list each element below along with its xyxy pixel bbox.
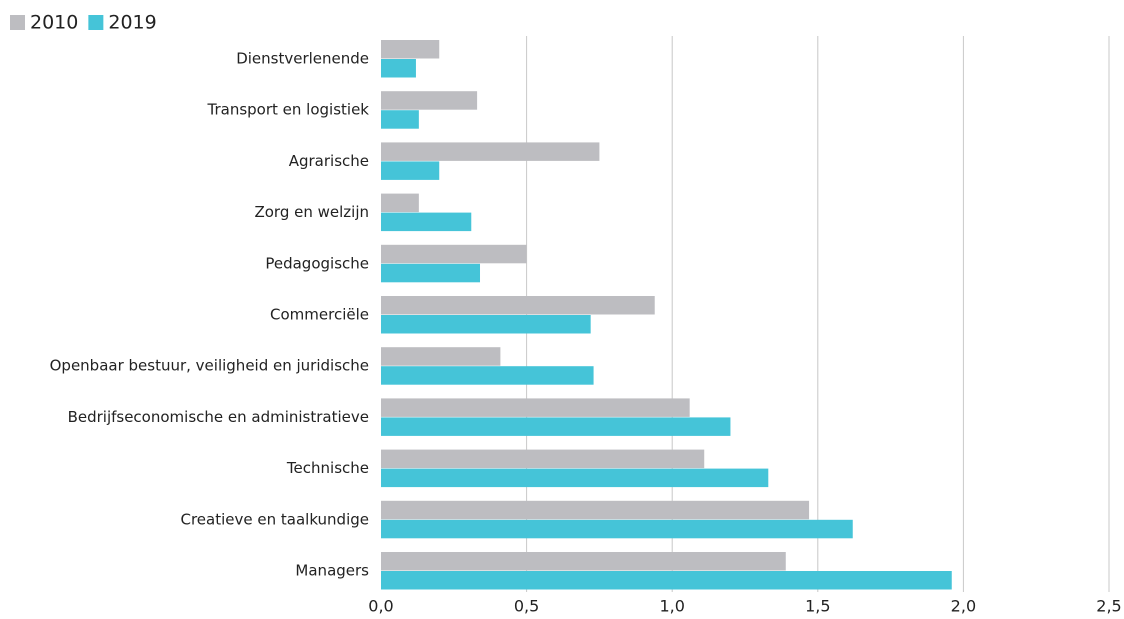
y-tick-label: Transport en logistiek xyxy=(207,101,370,119)
bar xyxy=(381,161,440,180)
x-tick-label: 1,0 xyxy=(659,597,684,616)
bar xyxy=(381,449,705,469)
y-tick-label: Commerciële xyxy=(270,306,369,324)
y-tick-label: Managers xyxy=(295,562,369,580)
bar xyxy=(381,519,853,539)
bar xyxy=(381,296,655,315)
y-tick-label: Zorg en welzijn xyxy=(254,203,369,221)
y-tick-label: Agrarische xyxy=(289,152,369,170)
y-tick-label: Dienstverlenende xyxy=(236,50,369,68)
bar xyxy=(381,468,769,488)
bar xyxy=(381,59,416,78)
bar xyxy=(381,91,478,110)
bar xyxy=(381,398,690,417)
bar xyxy=(381,212,472,232)
x-tick-label: 2,0 xyxy=(951,597,976,616)
x-tick-label: 0,0 xyxy=(368,597,393,616)
bar xyxy=(381,40,440,59)
bar xyxy=(381,263,481,283)
y-tick-label: Bedrijfseconomische en administratieve xyxy=(68,408,369,426)
bar xyxy=(381,244,527,264)
bar xyxy=(381,142,600,161)
bar xyxy=(381,193,419,213)
legend-swatch xyxy=(88,15,104,30)
legend-label: 2019 xyxy=(108,12,156,34)
bar xyxy=(381,571,952,590)
x-tick-label: 0,5 xyxy=(514,597,539,616)
y-tick-label: Technische xyxy=(286,459,369,477)
legend-label: 2010 xyxy=(30,12,78,34)
bar xyxy=(381,347,501,366)
bar xyxy=(381,417,731,436)
bar xyxy=(381,110,419,129)
x-tick-label: 2,5 xyxy=(1096,597,1121,616)
bar xyxy=(381,315,591,334)
bar xyxy=(381,500,810,520)
y-tick-label: Creatieve en taalkundige xyxy=(181,510,370,528)
legend-swatch xyxy=(10,15,25,30)
bar xyxy=(381,366,594,385)
x-tick-label: 1,5 xyxy=(805,597,830,616)
y-tick-label: Openbaar bestuur, veiligheid en juridisc… xyxy=(50,357,369,375)
bar xyxy=(381,552,786,571)
y-tick-label: Pedagogische xyxy=(265,254,369,272)
